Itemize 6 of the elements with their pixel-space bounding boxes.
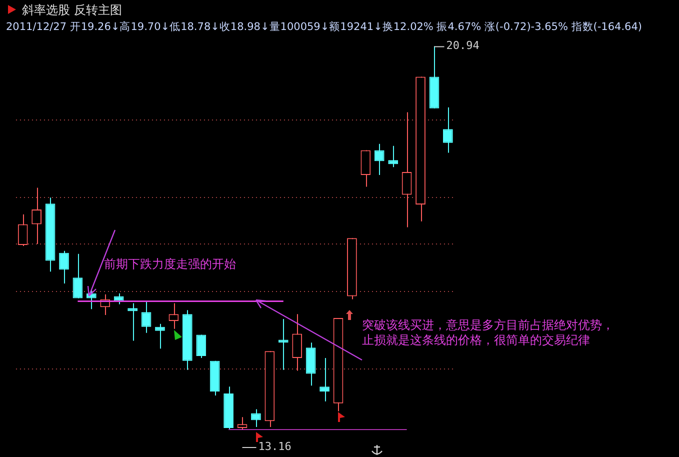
text: 13.16 — [258, 440, 292, 453]
annotation: 突破该线买进，意思是多方目前占据绝对优势，止损就是这条线的价格，很简单的交易纪律 — [362, 318, 615, 348]
annotation: 前期下跌力度走强的开始 — [104, 257, 236, 272]
chart-title: 斜率选股 反转主图 — [22, 2, 122, 19]
annotation: 20.94 — [446, 39, 480, 52]
chart-subtitle: 2011/12/27 开19.26↓高19.70↓低18.78↓收18.98↓量100059↓额19241↓换12.02% 振4.67% 涨(-0.72)-3.65% 指数(-164.64) — [6, 20, 642, 34]
